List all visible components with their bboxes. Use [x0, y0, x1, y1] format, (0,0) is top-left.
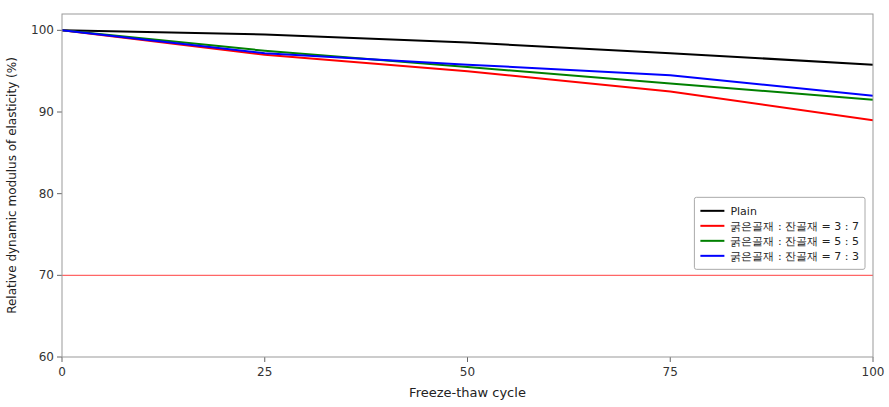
x-tick	[467, 357, 468, 362]
y-tick-label: 80	[39, 187, 54, 201]
legend: Plain 굵은골재 : 잔골재 = 3 : 7 굵은골재 : 잔골재 = 5 : …	[694, 197, 865, 269]
y-tick	[57, 30, 62, 31]
legend-swatch	[700, 210, 724, 212]
y-tick-label: 90	[39, 105, 54, 119]
y-axis-label: Relative dynamic modulus of elasticity (…	[5, 57, 19, 314]
x-tick-label: 25	[257, 365, 272, 379]
legend-label: 굵은골재 : 잔골재 = 7 : 3	[730, 250, 859, 263]
y-tick-label: 60	[39, 350, 54, 364]
legend-swatch	[700, 225, 724, 227]
legend-label: 굵은골재 : 잔골재 = 5 : 5	[730, 235, 859, 248]
x-tick-label: 75	[663, 365, 678, 379]
chart: 60 70 80 90 100 0 25 50 75 100 Freeze-thaw cycle Re…	[0, 0, 889, 407]
x-tick	[264, 357, 265, 362]
legend-box	[694, 197, 865, 269]
legend-label: Plain	[730, 205, 756, 218]
x-axis-label: Freeze-thaw cycle	[409, 385, 526, 400]
x-tick	[873, 357, 874, 362]
x-tick	[62, 357, 63, 362]
x-tick-label: 50	[460, 365, 475, 379]
series-line	[62, 30, 873, 95]
x-tick-label: 0	[58, 365, 66, 379]
y-tick	[57, 112, 62, 113]
series-line	[62, 30, 873, 99]
series-line	[62, 30, 873, 64]
plot-frame	[62, 14, 873, 357]
legend-label: 굵은골재 : 잔골재 = 3 : 7	[730, 220, 859, 233]
series-line	[62, 30, 873, 120]
plot-background	[62, 14, 873, 357]
y-tick	[57, 193, 62, 194]
legend-swatch	[700, 240, 724, 242]
x-tick	[670, 357, 671, 362]
y-tick-label: 100	[31, 23, 54, 37]
y-tick	[57, 275, 62, 276]
y-tick-label: 70	[39, 268, 54, 282]
x-tick-label: 100	[862, 365, 885, 379]
legend-swatch	[700, 255, 724, 257]
y-tick	[57, 357, 62, 358]
reference-line	[62, 275, 873, 276]
plot-area	[62, 30, 873, 275]
